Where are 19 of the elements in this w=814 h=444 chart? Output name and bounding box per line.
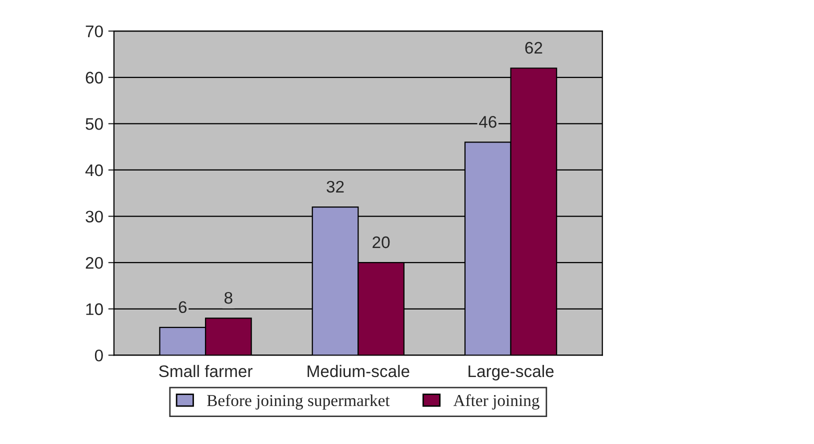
- y-tick-label: 60: [86, 72, 103, 84]
- data-label: 20: [372, 236, 390, 248]
- x-tick-label: Small farmer: [159, 364, 252, 378]
- data-label: 62: [525, 42, 542, 54]
- legend-label: Before joining supermarket: [207, 394, 390, 410]
- y-tick-label: 0: [94, 350, 103, 362]
- y-tick-label: 20: [86, 256, 103, 269]
- x-tick-label: Large-scale: [468, 364, 554, 380]
- y-tick-label: 10: [86, 303, 103, 316]
- x-tick-label: Medium-scale: [308, 364, 410, 378]
- data-label: 32: [326, 180, 344, 193]
- y-tick-label: 40: [85, 164, 103, 176]
- y-tick-label: 70: [86, 25, 103, 38]
- data-label: 8: [224, 292, 232, 304]
- y-tick-label: 50: [86, 118, 103, 130]
- y-tick-label: 30: [86, 210, 103, 222]
- legend-label: After joining: [453, 394, 540, 410]
- data-label: 6: [178, 301, 187, 314]
- data-label: 46: [479, 116, 496, 128]
